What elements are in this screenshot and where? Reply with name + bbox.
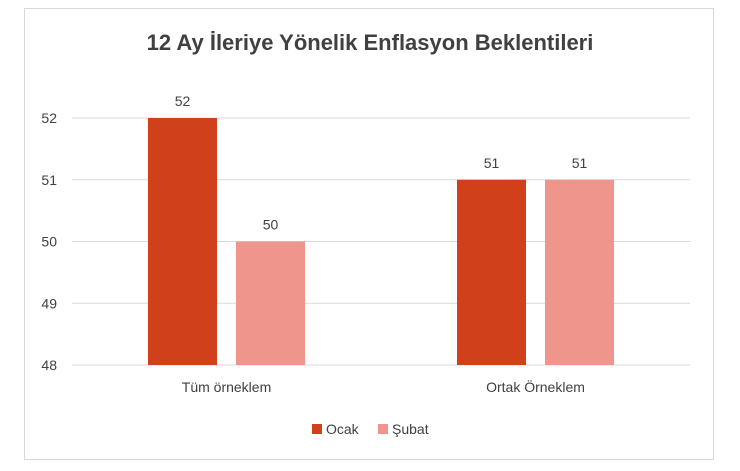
y-tick-label: 52 <box>41 110 57 126</box>
data-labels: 52 50 51 51 <box>175 93 588 233</box>
legend-swatch <box>378 424 388 434</box>
data-label: 50 <box>263 217 279 233</box>
category-label: Ortak Örneklem <box>486 378 585 395</box>
legend-swatch <box>312 424 322 434</box>
category-label: Tüm örneklem <box>182 379 271 395</box>
bars <box>148 118 614 365</box>
legend-label: Şubat <box>392 421 429 437</box>
data-label: 51 <box>572 155 588 171</box>
y-tick-label: 49 <box>41 295 57 311</box>
bar <box>148 118 217 365</box>
data-label: 51 <box>484 155 500 171</box>
y-axis-ticks: 48 49 50 51 52 <box>41 110 57 373</box>
y-tick-label: 51 <box>41 172 57 188</box>
legend: Ocak Şubat <box>312 421 429 437</box>
data-label: 52 <box>175 93 191 109</box>
y-tick-label: 50 <box>41 234 57 250</box>
category-labels: Tüm örneklem Ortak Örneklem <box>182 378 585 395</box>
bar <box>236 241 305 365</box>
chart-title: 12 Ay İleriye Yönelik Enflasyon Beklenti… <box>147 30 594 55</box>
bar <box>545 179 614 365</box>
legend-label: Ocak <box>326 421 360 437</box>
bar <box>457 179 526 365</box>
y-tick-label: 48 <box>41 357 57 373</box>
